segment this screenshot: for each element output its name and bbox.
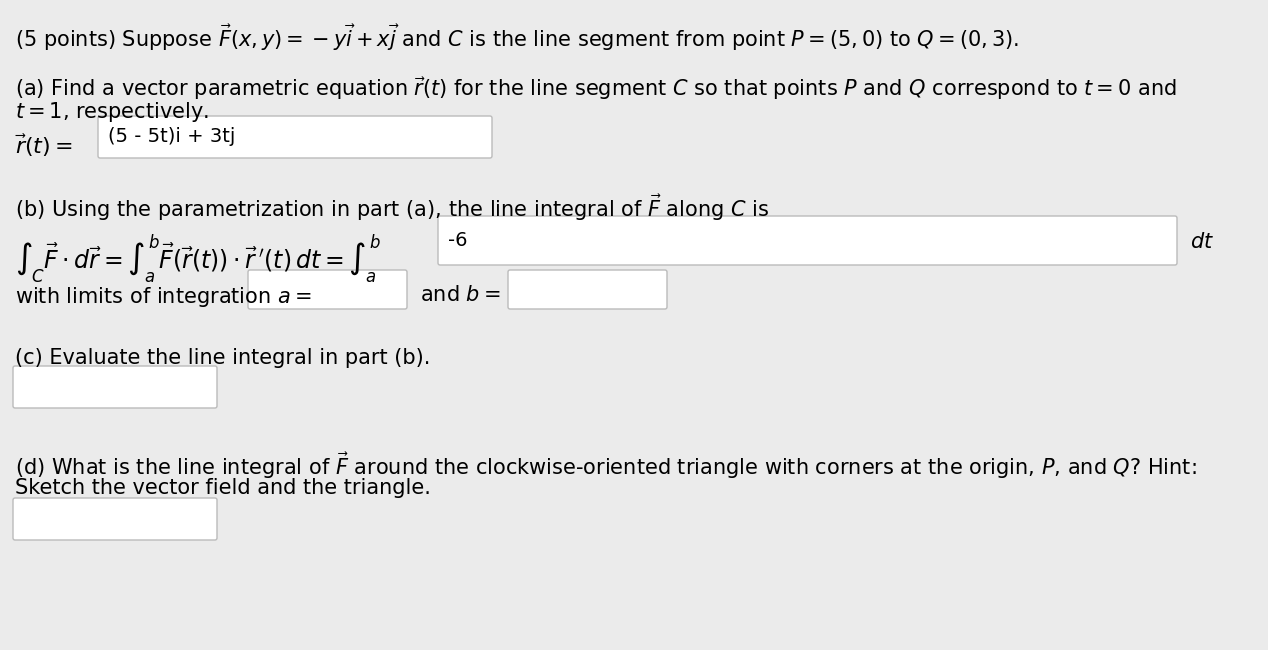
Text: -6: -6	[448, 231, 468, 250]
FancyBboxPatch shape	[13, 366, 217, 408]
Text: and $b = $: and $b = $	[420, 285, 501, 305]
Text: (d) What is the line integral of $\vec{F}$ around the clockwise-oriented triangl: (d) What is the line integral of $\vec{F…	[15, 450, 1197, 481]
Text: Sketch the vector field and the triangle.: Sketch the vector field and the triangle…	[15, 478, 431, 498]
FancyBboxPatch shape	[13, 498, 217, 540]
Text: $dt$: $dt$	[1189, 232, 1213, 252]
Text: with limits of integration $a = $: with limits of integration $a = $	[15, 285, 312, 309]
Text: (5 points) Suppose $\vec{F}(x, y) = -y\vec{i} + x\vec{j}$ and $C$ is the line se: (5 points) Suppose $\vec{F}(x, y) = -y\v…	[15, 22, 1019, 53]
FancyBboxPatch shape	[98, 116, 492, 158]
Text: $t = 1$, respectively.: $t = 1$, respectively.	[15, 100, 209, 124]
FancyBboxPatch shape	[249, 270, 407, 309]
Text: (a) Find a vector parametric equation $\vec{r}(t)$ for the line segment $C$ so t: (a) Find a vector parametric equation $\…	[15, 75, 1177, 102]
Text: (5 - 5t)i + 3tj: (5 - 5t)i + 3tj	[108, 127, 236, 146]
Text: $\int_{C} \vec{F} \cdot d\vec{r} = \int_{a}^{b} \vec{F}(\vec{r}(t)) \cdot \vec{r: $\int_{C} \vec{F} \cdot d\vec{r} = \int_…	[15, 232, 380, 285]
Text: (c) Evaluate the line integral in part (b).: (c) Evaluate the line integral in part (…	[15, 348, 430, 368]
Text: (b) Using the parametrization in part (a), the line integral of $\vec{F}$ along : (b) Using the parametrization in part (a…	[15, 192, 770, 223]
FancyBboxPatch shape	[508, 270, 667, 309]
Text: $\vec{r}(t) = $: $\vec{r}(t) = $	[15, 133, 72, 159]
FancyBboxPatch shape	[437, 216, 1177, 265]
